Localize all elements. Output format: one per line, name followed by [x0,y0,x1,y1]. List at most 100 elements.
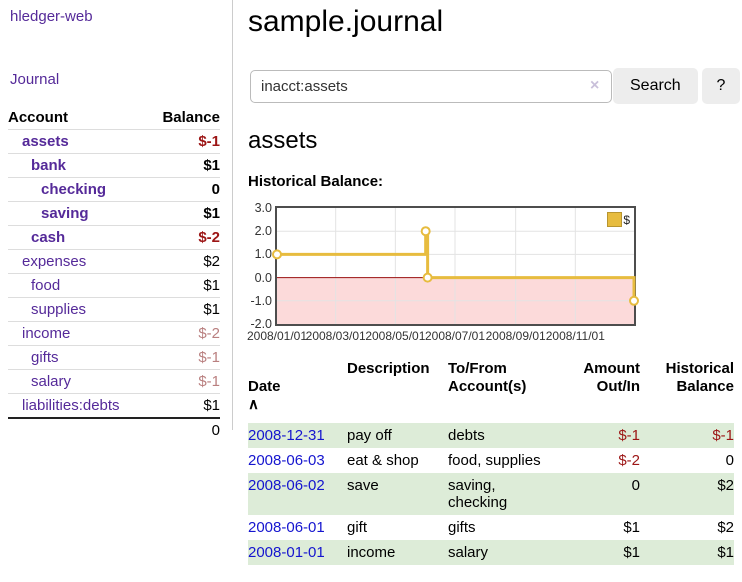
search-input[interactable] [250,70,612,103]
x-axis-tick-label: 2008/07/01 [424,329,486,343]
amount-column-header: Amount Out/In [583,360,640,395]
y-axis-tick-label: 1.0 [254,247,272,262]
account-balance: $1 [203,397,220,414]
account-link-income[interactable]: income [22,325,71,342]
y-axis-tick-label: -1.0 [250,293,272,308]
date-header-label: Date [248,378,281,395]
x-axis-tick-label: 2008/05/01 [365,329,426,343]
balance-column-header: Historical Balance [665,360,734,395]
account-link-saving[interactable]: saving [41,205,89,222]
transaction-amount: $-1 [618,427,640,444]
accounts-column-header: To/From Account(s) [448,360,527,395]
transaction-date-link[interactable]: 2008-01-01 [248,544,325,561]
legend-swatch-icon [607,212,623,227]
account-balance: $-1 [198,349,220,366]
register-row: 2008-01-01 income salary $1 $1 [248,540,734,565]
accounts-table: Account Balance assets $-1 bank $1 check… [8,106,220,442]
transaction-balance: $2 [717,477,734,494]
transaction-description: pay off [347,427,392,444]
register-table: Date ∧ Description To/From Account(s) Am… [248,360,734,565]
transaction-date-link[interactable]: 2008-12-31 [248,427,325,444]
accounts-table-header: Account Balance [8,106,220,129]
transaction-balance: $2 [717,519,734,536]
transaction-date-link[interactable]: 2008-06-01 [248,519,325,536]
account-row-checking: checking 0 [8,177,220,201]
register-row: 2008-06-02 save saving, checking 0 $2 [248,473,734,515]
balance-column-header: Balance [162,109,220,126]
transaction-accounts: debts [448,427,485,444]
accounts-total-row: 0 [8,417,220,442]
transaction-accounts: food, supplies [448,452,541,469]
transaction-accounts: saving, checking [448,477,508,511]
account-balance: $-2 [198,325,220,342]
account-row-income: income $-2 [8,321,220,345]
historical-balance-chart: 3.0 2.0 1.0 0.0 -1.0 -2.0 $ 2008/01/01 2008/03… [246,199,640,347]
account-link-supplies[interactable]: supplies [31,301,87,318]
y-axis-tick-label: 2.0 [254,224,272,239]
account-row-gifts: gifts $-1 [8,345,220,369]
account-link-gifts[interactable]: gifts [31,349,59,366]
transaction-amount: $-2 [618,452,640,469]
account-column-header: Account [8,109,68,126]
account-link-food[interactable]: food [31,277,61,294]
account-link-salary[interactable]: salary [31,373,72,390]
sidebar-divider [232,0,233,430]
date-column-header[interactable]: Date ∧ [248,360,347,423]
app-title-link[interactable]: hledger-web [10,8,93,25]
help-button[interactable]: ? [702,68,740,104]
account-balance: $-2 [198,229,220,246]
account-row-cash: cash $-2 [8,225,220,249]
account-link-liabilities-debts[interactable]: liabilities:debts [22,397,120,414]
transaction-date-link[interactable]: 2008-06-03 [248,452,325,469]
register-row: 2008-06-01 gift gifts $1 $2 [248,515,734,540]
chart-canvas [272,208,639,324]
transaction-description: gift [347,519,368,536]
account-row-bank: bank $1 [8,153,220,177]
sort-ascending-icon: ∧ [248,396,259,413]
account-balance: $-1 [198,373,220,390]
transaction-date-link[interactable]: 2008-06-02 [248,477,325,494]
search-button[interactable]: Search [613,68,698,104]
account-row-liabilities-debts: liabilities:debts $1 [8,393,220,417]
account-link-bank[interactable]: bank [31,157,67,174]
account-link-cash[interactable]: cash [31,229,66,246]
chart-plot-area: $ [272,206,639,326]
y-axis-tick-label: -2.0 [250,317,272,331]
account-link-assets[interactable]: assets [22,133,69,150]
register-header-row: Date ∧ Description To/From Account(s) Am… [248,360,734,423]
x-axis-tick-label: 2008/09/01 [485,329,546,343]
account-link-expenses[interactable]: expenses [22,253,87,270]
transaction-description: save [347,477,379,494]
account-balance: $-1 [198,133,220,150]
clear-search-icon[interactable]: × [590,77,600,94]
account-row-salary: salary $-1 [8,369,220,393]
account-row-saving: saving $1 [8,201,220,225]
account-row-supplies: supplies $1 [8,297,220,321]
account-balance: $1 [203,277,220,294]
account-balance: $1 [203,205,220,222]
account-heading: assets [248,127,318,154]
transaction-amount: 0 [631,477,640,494]
account-row-expenses: expenses $2 [8,249,220,273]
page-title: sample.journal [248,5,444,38]
transaction-balance: $-1 [712,427,734,444]
account-balance: 0 [211,181,220,198]
accounts-total-balance: 0 [211,422,220,439]
transaction-balance: 0 [725,452,734,469]
account-row-assets: assets $-1 [8,129,220,153]
transaction-accounts: gifts [448,519,476,536]
chart-title: Historical Balance: [248,173,384,190]
y-axis-tick-label: 3.0 [254,201,272,215]
transaction-accounts: salary [448,544,489,561]
x-axis-tick-label: 2008/01/01 [246,329,308,343]
account-balance: $2 [203,253,220,270]
transaction-amount: $1 [623,544,640,561]
description-column-header: Description [347,360,430,377]
sidebar-item-journal[interactable]: Journal [10,71,60,88]
account-link-checking[interactable]: checking [41,181,107,198]
register-row: 2008-12-31 pay off debts $-1 $-1 [248,423,734,448]
account-balance: $1 [203,157,220,174]
y-axis-tick-label: 0.0 [254,270,272,285]
account-row-food: food $1 [8,273,220,297]
